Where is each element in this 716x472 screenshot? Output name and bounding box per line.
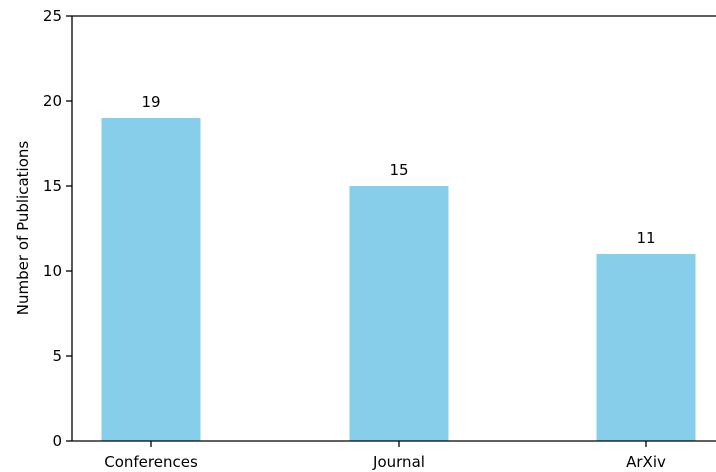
x-tick-label: Conferences [104,453,198,471]
y-tick-label: 0 [52,432,62,450]
data-label: 15 [389,161,408,179]
y-axis-title: Number of Publications [14,141,32,316]
data-label: 19 [141,93,160,111]
data-label: 11 [636,229,655,247]
x-axis: Conferences Journal ArXiv [104,441,666,471]
bar-journal [349,186,449,441]
data-labels: 19 15 11 [141,93,655,247]
y-axis: 0 5 10 15 20 25 [43,7,72,450]
y-tick-label: 15 [43,177,62,195]
bar-arxiv [596,254,696,441]
bars [101,118,696,441]
bar-conferences [101,118,201,441]
y-tick-label: 10 [43,262,62,280]
x-tick-label: ArXiv [626,453,666,471]
x-tick-label: Journal [372,453,425,471]
y-tick-label: 5 [52,347,62,365]
y-tick-label: 20 [43,92,62,110]
y-tick-label: 25 [43,7,62,25]
